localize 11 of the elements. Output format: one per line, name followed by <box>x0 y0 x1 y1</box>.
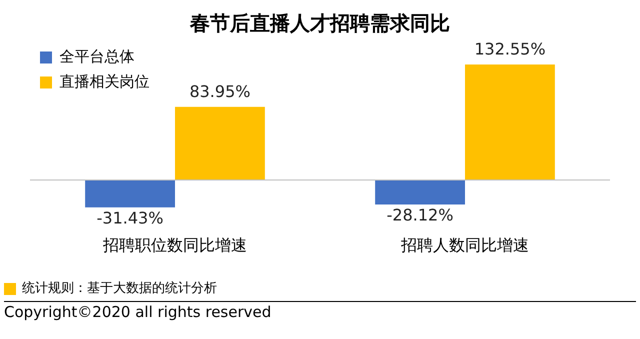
data-label: -31.43% <box>96 208 164 228</box>
text: Copyright©2020 all rights reserved <box>4 303 272 321</box>
data-label: 132.55% <box>474 40 546 59</box>
data-label: -28.12% <box>386 206 454 225</box>
legend-label: 全平台总体 <box>60 47 134 66</box>
data-label: 83.95% <box>189 82 250 101</box>
x-tick-label: 招聘职位数同比增速 <box>102 236 247 255</box>
x-tick-label: 招聘人数同比增速 <box>400 236 529 255</box>
text: 统计规则：基于大数据的统计分析 <box>22 280 217 297</box>
chart-title: 春节后直播人才招聘需求同比 <box>188 10 451 37</box>
legend-label: 直播相关岗位 <box>60 72 150 90</box>
